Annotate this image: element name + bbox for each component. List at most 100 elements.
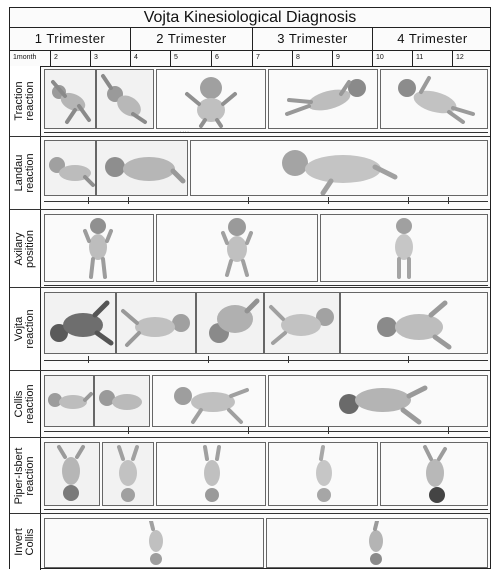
row-label-traction: Traction reaction [10, 66, 41, 136]
infant-figure [83, 218, 113, 279]
infant-figure [203, 445, 221, 502]
infant-figure [316, 445, 332, 502]
infant-figure [209, 298, 260, 343]
trimester-4: 4 Trimester [372, 27, 492, 50]
tick [328, 197, 329, 204]
photo-panel [156, 69, 266, 129]
month-6: 6 [211, 50, 252, 66]
chart-title: Vojta Kinesiological Diagnosis [10, 8, 490, 28]
infant-figure [117, 445, 139, 502]
timeline-line [44, 285, 488, 286]
photo-panel [44, 69, 96, 129]
row-label-collis: Collis reaction [10, 371, 41, 437]
photo-panel [320, 214, 488, 282]
infant-figure [99, 390, 142, 410]
month-5: 5 [170, 50, 211, 66]
timeline-line [44, 360, 488, 361]
tick [128, 197, 129, 204]
month-7: 7 [252, 50, 292, 66]
photo-panel [340, 292, 488, 354]
row-invert-collis: Invert Collis [10, 514, 490, 570]
infant-figure [57, 445, 85, 501]
photo-panel [96, 140, 188, 196]
photo-panel [266, 518, 488, 568]
row-traction-reaction: Traction reaction · · · · [10, 66, 490, 137]
row-label-axilary: Axilary position [10, 210, 41, 287]
photo-panel [94, 375, 150, 427]
infant-figure [121, 309, 190, 347]
tick [448, 197, 449, 204]
stage-caption: · · · · [180, 129, 189, 134]
row-label-invert-collis: Invert Collis [10, 514, 41, 570]
photo-panel [380, 442, 488, 506]
photo-panel [102, 442, 154, 506]
tick [88, 356, 89, 363]
photo-panel [44, 442, 100, 506]
infant-figure [395, 218, 413, 279]
infant-figure [339, 385, 428, 425]
row-collis-reaction: Collis reaction [10, 371, 490, 438]
photo-panel [44, 518, 264, 568]
photo-panel [156, 442, 266, 506]
photo-panel [268, 375, 488, 427]
tick [248, 197, 249, 204]
month-4: 4 [130, 50, 170, 66]
month-1: 1month [13, 54, 37, 61]
infant-figure [149, 521, 163, 565]
photo-panel [264, 292, 340, 354]
photo-panel [44, 375, 94, 427]
row-label-piper-isbert: Piper-Isbert reaction [10, 438, 41, 513]
month-3: 3 [90, 50, 130, 66]
photo-panel [96, 69, 154, 129]
trimester-2: 2 Trimester [130, 27, 252, 50]
infant-figure [50, 300, 114, 346]
infant-figure [282, 150, 398, 195]
photo-panel [116, 292, 196, 354]
month-8: 8 [292, 50, 332, 66]
tick [248, 427, 249, 434]
photo-panel [268, 69, 378, 129]
infant-figure [48, 392, 93, 409]
infant-figure [423, 445, 447, 503]
month-11: 11 [412, 50, 452, 66]
infant-figure [51, 80, 91, 124]
infant-figure [49, 157, 95, 187]
month-header: 1month 2 3 4 5 6 7 8 9 10 11 12 [10, 50, 490, 67]
row-label-landau: Landau reaction [10, 137, 41, 209]
month-9: 9 [332, 50, 372, 66]
timeline-line [44, 431, 488, 432]
photo-panel [44, 140, 96, 196]
infant-figure [105, 157, 186, 184]
photo-panel [380, 69, 488, 129]
infant-figure [377, 300, 452, 350]
photo-panel [44, 214, 154, 282]
trimester-header: 1 Trimester 2 Trimester 3 Trimester 4 Tr… [10, 27, 490, 51]
timeline-line [44, 132, 488, 133]
row-label-vojta: Vojta reaction [10, 288, 41, 370]
infant-figure [269, 305, 334, 345]
infant-figure [101, 74, 147, 124]
tick [408, 356, 409, 363]
infant-figure [398, 76, 475, 124]
month-10: 10 [372, 50, 412, 66]
timeline-line [44, 201, 488, 202]
row-axilary-position: Axilary position [10, 210, 490, 288]
tick [128, 427, 129, 434]
infant-figure [221, 218, 253, 277]
tick [208, 356, 209, 363]
infant-figure [185, 77, 237, 128]
month-2: 2 [50, 50, 90, 66]
photo-panel [44, 292, 116, 354]
timeline-line [44, 509, 488, 510]
row-landau-reaction: Landau reaction [10, 137, 490, 210]
infant-figure [369, 521, 383, 565]
photo-panel [190, 140, 488, 196]
photo-panel [268, 442, 378, 506]
trimester-1: 1 Trimester [34, 31, 106, 46]
photo-panel [156, 214, 318, 282]
photo-panel [196, 292, 264, 354]
tick [448, 427, 449, 434]
tick [288, 356, 289, 363]
diagnosis-chart: Vojta Kinesiological Diagnosis 1 Trimest… [9, 7, 491, 570]
row-piper-isbert-reaction: Piper-Isbert reaction [10, 438, 490, 514]
